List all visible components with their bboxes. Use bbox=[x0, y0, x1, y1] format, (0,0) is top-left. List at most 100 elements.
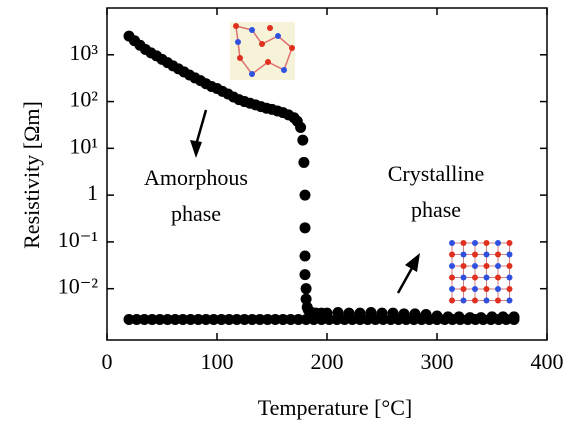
data-point bbox=[254, 313, 266, 325]
data-point bbox=[377, 313, 389, 325]
x-axis-label: Temperature [°C] bbox=[258, 395, 412, 420]
data-point bbox=[423, 313, 435, 325]
data-point bbox=[262, 313, 274, 325]
lattice-atom bbox=[495, 286, 501, 292]
x-tick-label: 400 bbox=[531, 349, 564, 374]
data-point bbox=[485, 313, 497, 325]
data-point bbox=[493, 313, 505, 325]
lattice-atom bbox=[495, 263, 501, 269]
data-point bbox=[299, 189, 311, 201]
data-point bbox=[385, 313, 397, 325]
lattice-atom bbox=[472, 240, 478, 246]
annotation: Crystalline bbox=[388, 161, 485, 186]
data-point bbox=[297, 134, 309, 146]
lattice-atom bbox=[483, 274, 490, 281]
y-tick-label: 10¹ bbox=[69, 133, 98, 158]
data-point bbox=[299, 269, 311, 281]
lattice-atom bbox=[506, 240, 513, 246]
x-tick-label: 200 bbox=[311, 349, 344, 374]
data-point bbox=[454, 313, 466, 325]
lattice-atom bbox=[506, 263, 513, 269]
lattice-atom bbox=[495, 251, 501, 258]
data-point bbox=[292, 313, 304, 325]
y-tick-label: 1 bbox=[87, 180, 98, 205]
data-point bbox=[208, 313, 220, 325]
lattice-atom bbox=[483, 297, 490, 304]
data-point bbox=[354, 313, 366, 325]
data-point bbox=[123, 313, 135, 325]
lattice-atom bbox=[483, 263, 490, 269]
lattice-atom bbox=[472, 297, 478, 304]
lattice-atom bbox=[449, 240, 455, 246]
lattice-atom bbox=[460, 251, 467, 258]
lattice-atom bbox=[449, 251, 455, 258]
data-point bbox=[300, 283, 312, 295]
data-point bbox=[131, 313, 143, 325]
data-point bbox=[408, 313, 420, 325]
data-point bbox=[192, 313, 204, 325]
y-tick-label: 10² bbox=[69, 87, 98, 112]
lattice-atom bbox=[495, 240, 501, 246]
annotation: Amorphous bbox=[144, 165, 248, 190]
lattice-atom bbox=[460, 297, 467, 304]
lattice-atom bbox=[472, 274, 478, 281]
lattice-atom bbox=[483, 251, 490, 258]
amorphous-structure-icon bbox=[230, 22, 295, 80]
x-tick-label: 0 bbox=[102, 349, 113, 374]
lattice-atom bbox=[449, 274, 455, 281]
data-point bbox=[462, 313, 474, 325]
data-point bbox=[346, 313, 358, 325]
data-point bbox=[277, 313, 289, 325]
data-point bbox=[185, 313, 197, 325]
data-point bbox=[369, 313, 381, 325]
data-point bbox=[269, 313, 281, 325]
data-point bbox=[146, 313, 158, 325]
lattice-atom bbox=[506, 286, 513, 292]
data-point bbox=[231, 313, 243, 325]
y-tick-label: 10³ bbox=[69, 40, 98, 65]
data-point bbox=[154, 313, 166, 325]
y-tick-label: 10⁻¹ bbox=[58, 227, 98, 252]
data-point bbox=[508, 313, 520, 325]
data-point bbox=[299, 222, 311, 234]
data-point bbox=[239, 313, 250, 325]
data-point bbox=[362, 313, 374, 325]
data-point bbox=[393, 313, 404, 325]
lattice-atom bbox=[472, 286, 478, 292]
arrow bbox=[190, 109, 420, 294]
lattice-atom bbox=[495, 297, 501, 304]
lattice-atom bbox=[449, 263, 455, 269]
data-point bbox=[477, 313, 489, 325]
data-point bbox=[416, 313, 428, 325]
lattice-atom bbox=[506, 297, 513, 304]
lattice-atom bbox=[460, 286, 467, 292]
lattice-atom bbox=[460, 240, 467, 246]
lattice-atom bbox=[449, 286, 455, 292]
data-point bbox=[295, 121, 307, 133]
data-point bbox=[500, 313, 512, 325]
data-point bbox=[308, 313, 320, 325]
lattice-atom bbox=[483, 240, 490, 246]
data-point bbox=[299, 250, 311, 262]
data-point bbox=[215, 313, 227, 325]
lattice-atom bbox=[460, 274, 467, 281]
lattice-atom bbox=[483, 286, 490, 292]
x-tick-label: 100 bbox=[201, 349, 234, 374]
x-tick-label: 300 bbox=[421, 349, 454, 374]
lattice-atom bbox=[506, 274, 513, 281]
data-point bbox=[323, 313, 335, 325]
data-point bbox=[300, 313, 312, 325]
lattice-atom bbox=[472, 251, 478, 258]
data-point bbox=[300, 293, 312, 305]
crystalline-structure-icon bbox=[449, 240, 513, 304]
data-point bbox=[439, 313, 451, 325]
data-point bbox=[470, 313, 481, 325]
annotation: phase bbox=[171, 201, 221, 226]
data-point bbox=[169, 313, 181, 325]
data-point bbox=[446, 313, 458, 325]
data-point bbox=[339, 313, 351, 325]
data-point bbox=[138, 313, 150, 325]
data-point bbox=[162, 313, 173, 325]
data-point bbox=[285, 313, 297, 325]
